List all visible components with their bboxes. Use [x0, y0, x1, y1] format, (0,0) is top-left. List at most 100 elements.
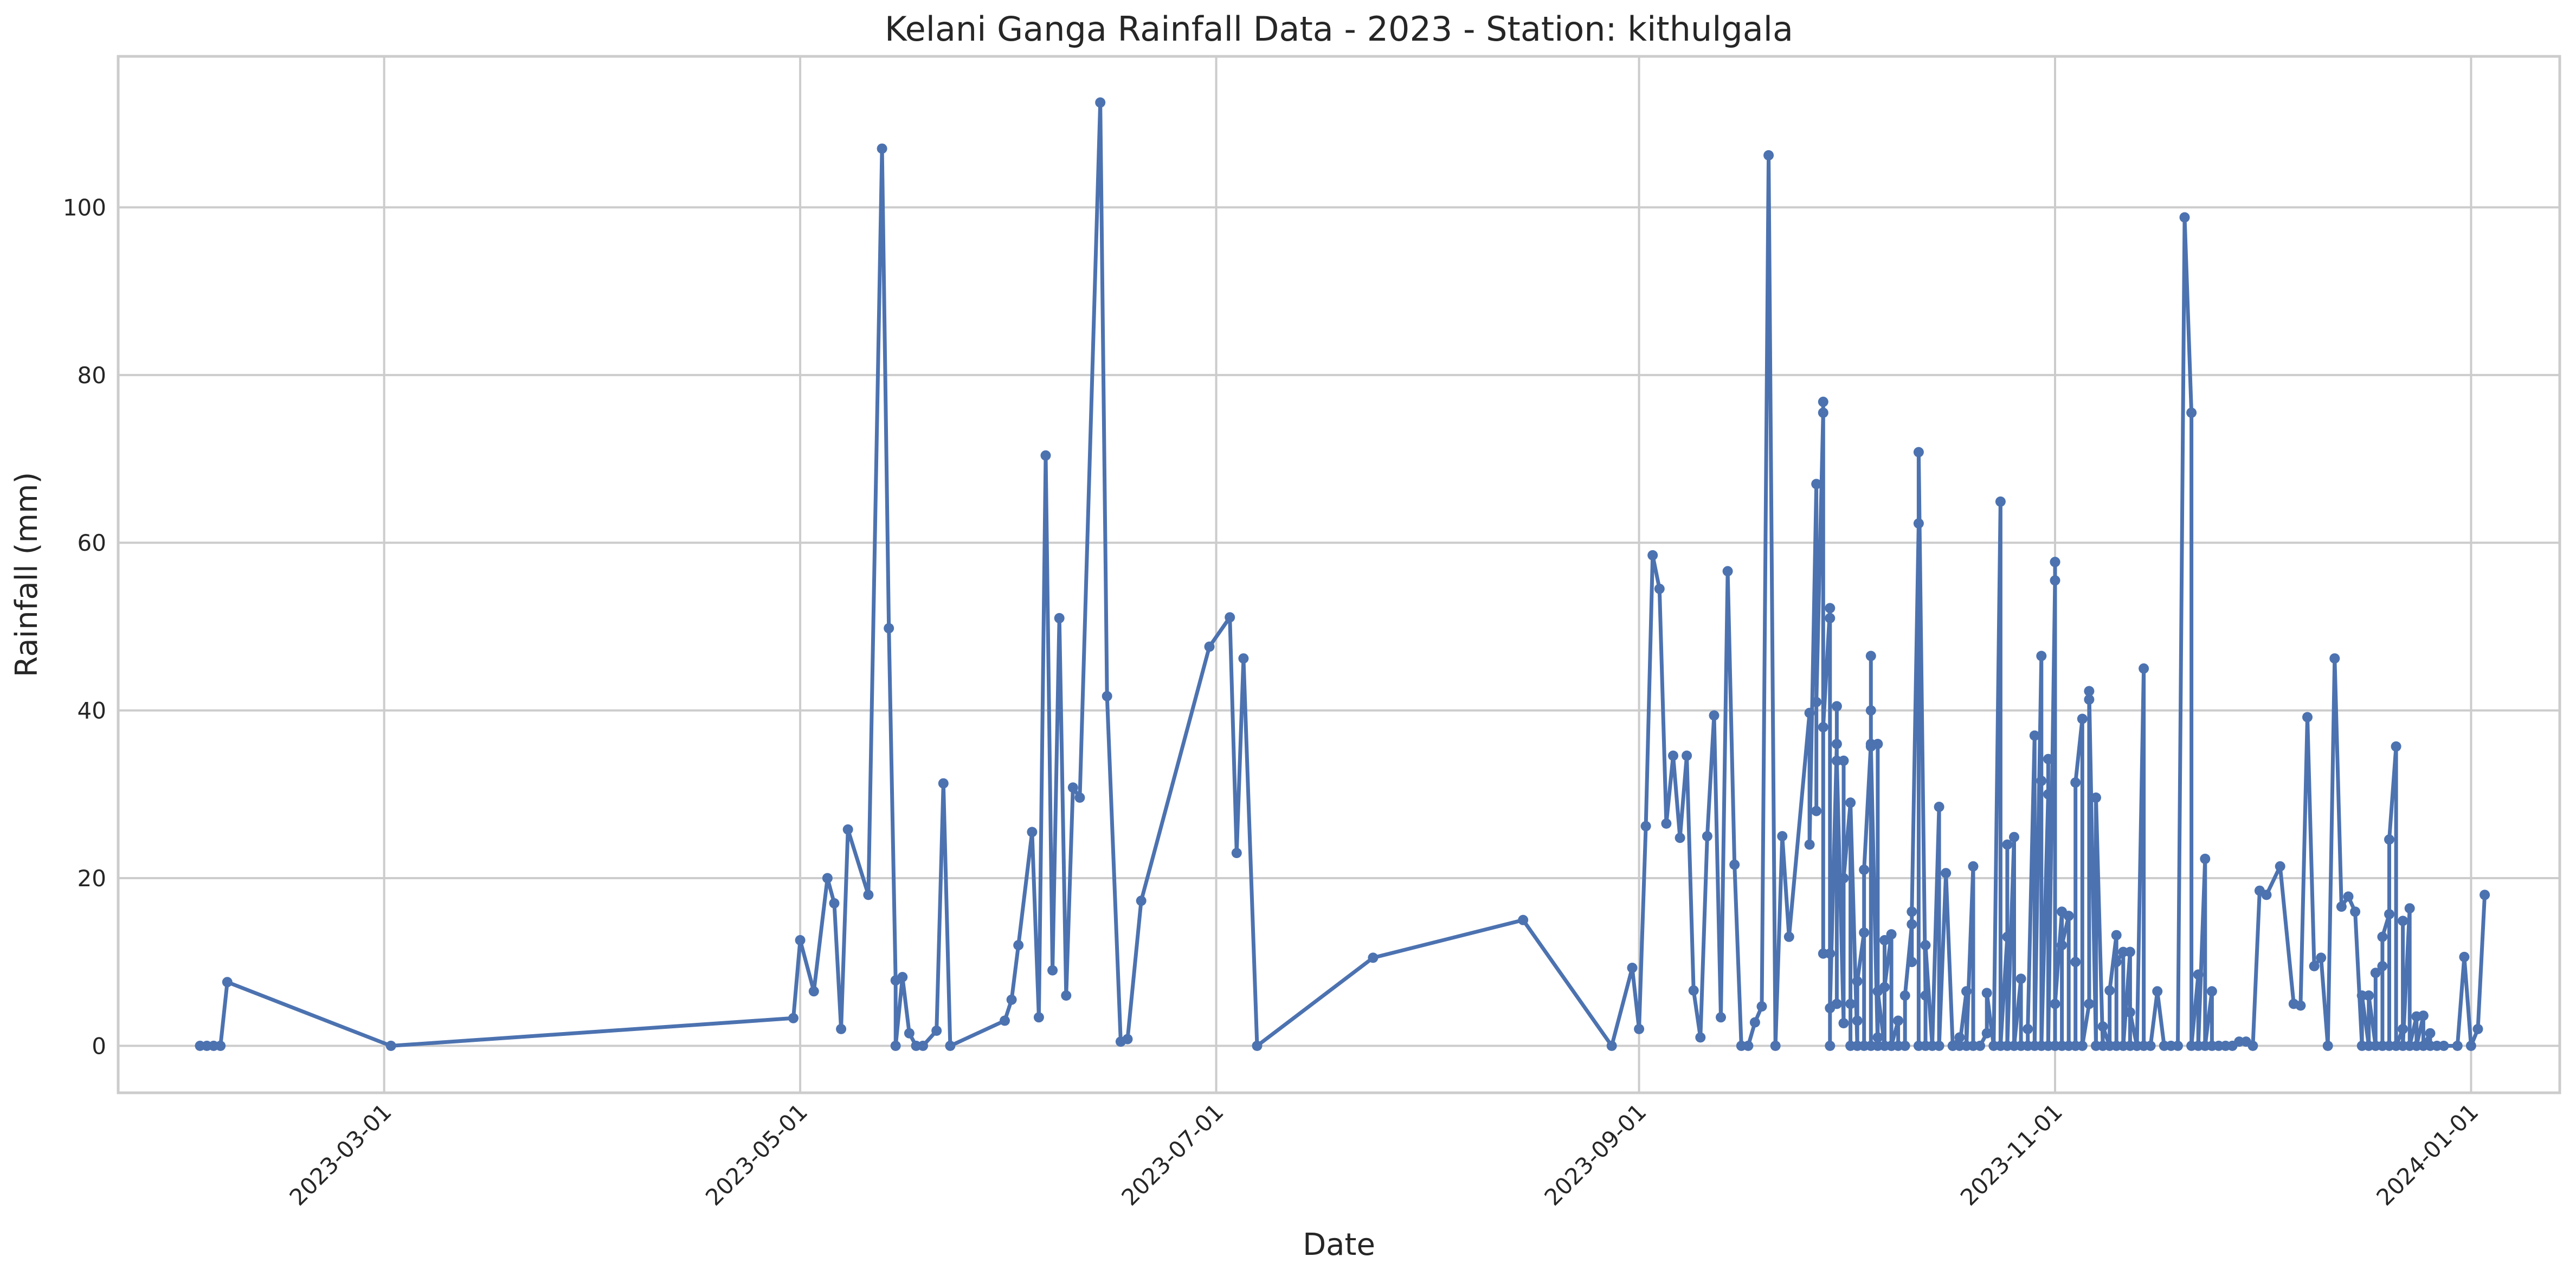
data-point — [1783, 931, 1794, 942]
x-tick-label: 2023-11-01 — [1955, 1098, 2068, 1210]
data-point — [2186, 407, 2197, 418]
data-point — [1818, 407, 1828, 418]
data-point — [1859, 927, 1870, 938]
data-point — [2391, 741, 2401, 752]
data-point — [2015, 974, 2026, 984]
data-point — [1981, 1028, 1992, 1039]
data-point — [1872, 739, 1883, 749]
data-point — [1729, 859, 1740, 870]
y-tick-label: 0 — [92, 1033, 106, 1059]
data-point — [2425, 1028, 2436, 1039]
data-point — [1907, 906, 1917, 917]
data-point — [836, 1023, 847, 1034]
data-point — [1688, 985, 1699, 996]
data-point — [890, 1040, 901, 1051]
data-point — [1981, 988, 1992, 998]
data-point — [1749, 1017, 1760, 1028]
data-point — [2043, 789, 2053, 800]
data-point — [1095, 97, 1106, 108]
data-point — [829, 898, 840, 908]
y-axis-label: Rainfall (mm) — [9, 472, 44, 678]
data-point — [1368, 952, 1379, 963]
x-tick-label: 2023-07-01 — [1116, 1098, 1228, 1210]
data-point — [215, 1040, 226, 1051]
data-point — [2336, 901, 2347, 912]
data-point — [1831, 701, 1842, 712]
data-point — [1722, 566, 1733, 577]
data-point — [2206, 986, 2217, 997]
data-point — [2124, 946, 2135, 957]
data-point — [2091, 792, 2101, 803]
data-point — [1804, 839, 1815, 850]
data-point — [2275, 861, 2285, 872]
data-point — [1811, 479, 1822, 489]
tick-labels: 0 20 40 60 80 100 2023-03-01 2023-05-01 2023-07-… — [63, 194, 2484, 1210]
data-point — [2050, 575, 2060, 586]
data-point — [1743, 1040, 1754, 1051]
data-point — [2193, 969, 2204, 980]
x-tick-label: 2023-03-01 — [284, 1098, 396, 1210]
data-point — [1907, 919, 1917, 930]
series-layer — [195, 97, 2490, 1051]
data-point — [1954, 1032, 1965, 1043]
y-tick-label: 40 — [78, 698, 106, 724]
data-point — [2029, 730, 2040, 741]
data-point — [1661, 818, 1672, 829]
data-point — [1818, 722, 1828, 732]
data-point — [808, 986, 819, 997]
data-point — [1647, 550, 1658, 560]
data-point — [1907, 957, 1917, 968]
data-point — [1811, 697, 1822, 707]
data-point — [2097, 1021, 2108, 1032]
data-point — [1709, 710, 1720, 721]
data-point — [1027, 827, 1038, 837]
data-point — [2322, 1040, 2333, 1051]
data-point — [1899, 1040, 1910, 1051]
data-point — [2002, 931, 2013, 942]
data-point — [1838, 873, 1849, 884]
data-point — [1668, 750, 1678, 761]
data-point — [884, 623, 894, 634]
data-point — [2124, 1007, 2135, 1017]
data-point — [2084, 694, 2095, 705]
data-point — [918, 1040, 929, 1051]
data-point — [2480, 890, 2490, 900]
data-point — [1899, 990, 1910, 1001]
data-point — [1920, 990, 1931, 1001]
data-point — [1067, 782, 1078, 793]
data-point — [788, 1013, 798, 1023]
data-point — [1831, 739, 1842, 749]
data-point — [2111, 957, 2122, 968]
data-point — [1634, 1023, 1645, 1034]
data-point — [1845, 797, 1856, 808]
data-point — [1913, 518, 1924, 529]
data-point — [1975, 1040, 1986, 1051]
data-point — [1000, 1015, 1010, 1026]
series-line — [198, 100, 2487, 1048]
data-point — [945, 1040, 956, 1051]
data-point — [2023, 1023, 2033, 1034]
data-point — [2043, 753, 2053, 764]
data-point — [1675, 833, 1685, 843]
y-tick-label: 80 — [78, 362, 106, 389]
data-point — [2179, 212, 2190, 223]
x-tick-label: 2023-05-01 — [700, 1098, 813, 1210]
data-point — [1756, 1001, 1767, 1012]
data-point — [1838, 755, 1849, 766]
data-point — [938, 778, 949, 789]
data-point — [2036, 776, 2047, 786]
x-tick-label: 2023-09-01 — [1539, 1098, 1651, 1210]
data-point — [1825, 1040, 1836, 1051]
y-tick-label: 20 — [78, 865, 106, 892]
data-point — [1941, 868, 1952, 879]
data-point — [2316, 952, 2327, 963]
data-point — [1852, 1015, 1863, 1026]
data-point — [1838, 1018, 1849, 1029]
chart-title: Kelani Ganga Rainfall Data - 2023 - Stat… — [885, 9, 1793, 49]
data-point — [2070, 777, 2081, 788]
data-point — [2173, 1040, 2183, 1051]
data-point — [2084, 686, 2095, 697]
data-point — [1879, 982, 1890, 993]
data-point — [1859, 865, 1870, 875]
